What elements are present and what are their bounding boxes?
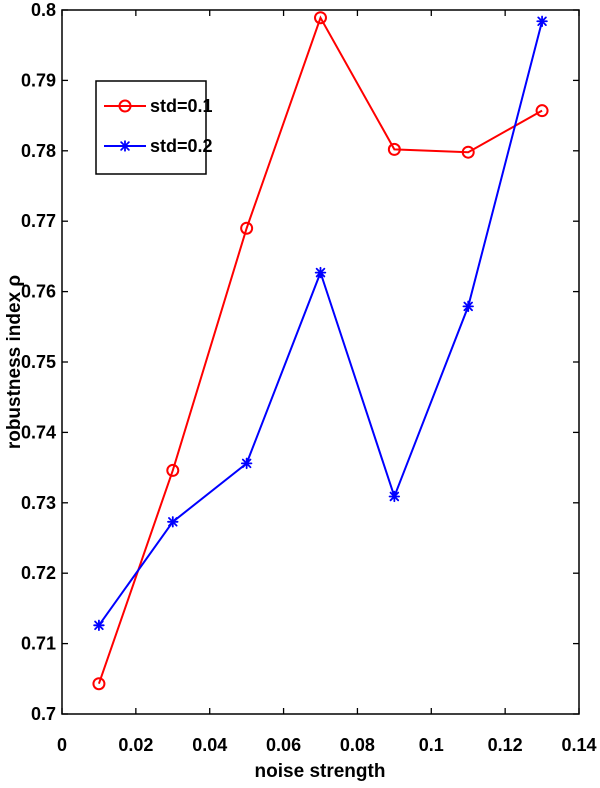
y-tick-label: 0.74 xyxy=(21,422,56,442)
series-line xyxy=(97,15,543,685)
data-point xyxy=(314,11,327,25)
data-point xyxy=(167,516,179,528)
y-tick-label: 0.79 xyxy=(21,70,56,90)
y-tick-label: 0.71 xyxy=(21,634,56,654)
data-point xyxy=(92,677,106,691)
legend-swatch-marker xyxy=(118,99,132,113)
data-point xyxy=(240,457,253,470)
series-std=0.1 xyxy=(92,11,549,691)
x-tick-label: 0.04 xyxy=(192,735,227,755)
data-point xyxy=(240,221,254,235)
y-axis-label: robustness index ρ xyxy=(4,275,25,450)
series-std=0.2 xyxy=(93,15,548,631)
y-tick-label: 0.7 xyxy=(31,704,56,724)
legend-item: std=0.1 xyxy=(104,96,213,116)
y-tick-label: 0.73 xyxy=(21,493,56,513)
data-point xyxy=(388,490,401,503)
legend-box xyxy=(95,80,207,175)
legend-swatch-marker xyxy=(119,140,131,152)
series-layer xyxy=(92,11,549,691)
y-tick-label: 0.75 xyxy=(21,352,56,372)
legend-items: std=0.1 std=0.2 xyxy=(104,96,213,156)
x-tick-label: 0.06 xyxy=(266,735,301,755)
ticks-layer xyxy=(61,9,580,715)
x-tick-label: 0.02 xyxy=(118,735,153,755)
x-tick-label: 0.14 xyxy=(561,735,596,755)
legend-item: std=0.2 xyxy=(104,136,213,156)
x-tick-label: 0.08 xyxy=(340,735,375,755)
legend-label: std=0.1 xyxy=(150,96,213,116)
x-tick-label: 0.1 xyxy=(419,735,444,755)
data-point xyxy=(387,142,401,156)
legend-label: std=0.2 xyxy=(150,136,213,156)
x-axis-label: noise strength xyxy=(255,761,386,782)
data-point xyxy=(93,619,105,631)
tick-labels-layer: 0 0.02 0.04 0.06 0.08 0.1 0.12 0.14 0.7 0.71 0.72 0… xyxy=(21,0,597,755)
x-tick-label: 0 xyxy=(57,735,67,755)
data-point xyxy=(166,463,180,477)
data-point xyxy=(314,266,327,279)
data-point xyxy=(462,300,474,313)
legend: std=0.1 std=0.2 xyxy=(95,80,213,175)
y-tick-label: 0.8 xyxy=(31,0,56,20)
y-tick-label: 0.76 xyxy=(21,282,56,302)
x-tick-label: 0.12 xyxy=(488,735,523,755)
data-point xyxy=(461,145,475,159)
data-point xyxy=(535,104,549,118)
data-point xyxy=(536,15,548,27)
y-tick-label: 0.78 xyxy=(21,141,56,161)
y-tick-label: 0.72 xyxy=(21,563,56,583)
y-tick-label: 0.77 xyxy=(21,211,56,231)
